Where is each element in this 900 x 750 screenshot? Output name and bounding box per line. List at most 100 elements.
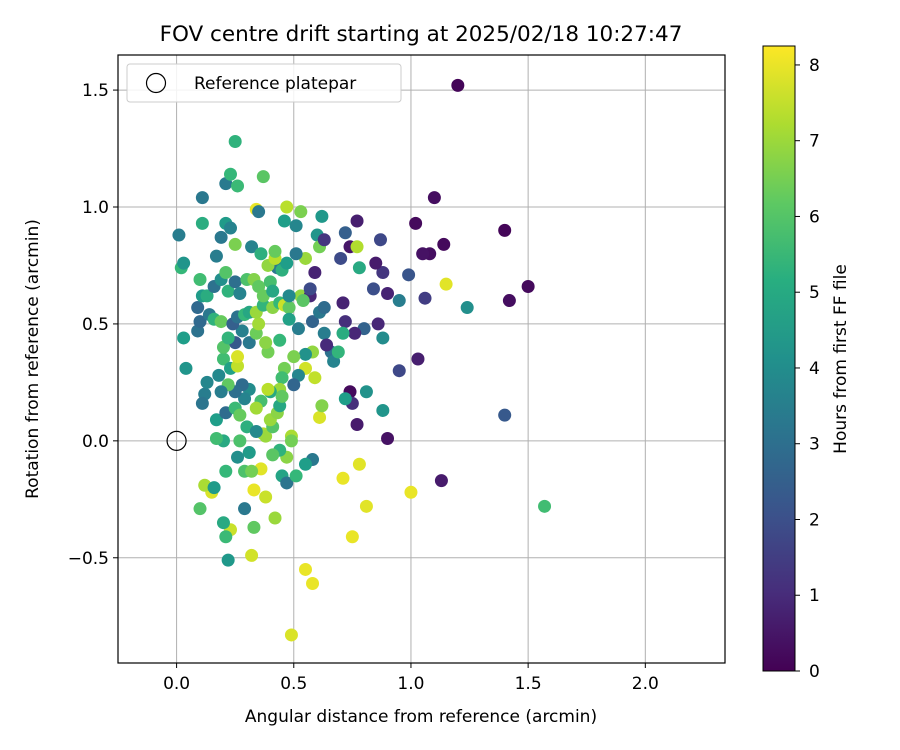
data-point: [233, 408, 247, 422]
data-point: [259, 336, 273, 350]
data-point: [214, 230, 228, 244]
data-point: [177, 256, 191, 270]
data-point: [219, 464, 233, 478]
data-point: [221, 553, 235, 567]
data-point: [280, 476, 294, 490]
data-point: [409, 216, 423, 230]
data-point: [313, 410, 327, 424]
data-point: [376, 265, 390, 279]
data-point: [306, 576, 320, 590]
colorbar-tick-label: 1: [809, 586, 820, 606]
data-point: [434, 474, 448, 488]
data-point: [381, 287, 395, 301]
data-point: [228, 275, 242, 289]
data-point: [334, 251, 348, 265]
data-point: [373, 233, 387, 247]
data-point: [350, 240, 364, 254]
data-points: [166, 78, 552, 642]
data-point: [308, 371, 322, 385]
data-point: [233, 434, 247, 448]
data-point: [256, 170, 270, 184]
data-point: [261, 382, 275, 396]
x-tick-label: 1.5: [515, 674, 542, 694]
data-point: [238, 502, 252, 516]
data-point: [369, 256, 383, 270]
data-point: [219, 265, 233, 279]
data-point: [296, 294, 310, 308]
data-point: [359, 385, 373, 399]
data-point: [498, 408, 512, 422]
y-tick-label: −0.5: [68, 549, 109, 569]
data-point: [303, 282, 317, 296]
data-point: [289, 219, 303, 233]
data-point: [538, 499, 552, 513]
data-point: [177, 331, 191, 345]
data-point: [439, 277, 453, 291]
data-point: [193, 272, 207, 286]
data-point: [252, 205, 266, 219]
data-point: [191, 301, 205, 315]
data-point: [223, 221, 237, 235]
data-point: [282, 301, 296, 315]
data-point: [338, 315, 352, 329]
data-point: [195, 396, 209, 410]
data-point: [289, 247, 303, 261]
data-point: [336, 471, 350, 485]
data-point: [245, 548, 259, 562]
data-point: [308, 265, 322, 279]
data-point: [231, 359, 245, 373]
data-point: [294, 205, 308, 219]
data-point: [228, 135, 242, 149]
colorbar-frame: [762, 45, 796, 672]
data-point: [418, 291, 432, 305]
data-point: [411, 352, 425, 366]
y-tick-label: 0.0: [82, 432, 109, 452]
data-point: [336, 326, 350, 340]
data-point: [238, 392, 252, 406]
data-point: [275, 389, 289, 403]
data-point: [298, 347, 312, 361]
data-point: [427, 191, 441, 205]
data-point: [266, 284, 280, 298]
data-point: [284, 628, 298, 642]
data-point: [195, 191, 209, 205]
data-point: [277, 214, 291, 228]
data-point: [287, 378, 301, 392]
data-point: [247, 520, 261, 534]
data-point: [315, 399, 329, 413]
x-tick-label: 0.5: [280, 674, 307, 694]
y-tick-label: 0.5: [82, 315, 109, 335]
data-point: [249, 401, 263, 415]
data-point: [221, 284, 235, 298]
data-point: [247, 483, 261, 497]
data-point: [392, 364, 406, 378]
data-point: [214, 315, 228, 329]
colorbar-tick-label: 6: [809, 207, 820, 227]
data-point: [437, 237, 451, 251]
data-point: [282, 312, 296, 326]
data-point: [317, 326, 331, 340]
data-point: [193, 315, 207, 329]
colorbar-tick-label: 5: [809, 283, 820, 303]
y-axis-label: Rotation from reference (arcmin): [23, 219, 43, 499]
data-point: [219, 530, 233, 544]
legend-marker: [145, 72, 167, 94]
data-point: [233, 287, 247, 301]
x-tick-label: 1.0: [397, 674, 424, 694]
data-point: [280, 200, 294, 214]
legend-box: [126, 63, 402, 103]
data-point: [287, 350, 301, 364]
data-point: [402, 268, 416, 282]
colorbar-tick-label: 2: [809, 510, 820, 530]
data-point: [259, 490, 273, 504]
data-point: [315, 209, 329, 223]
colorbar-ticks: 0 1 2 3 4 5 6 7 8: [795, 56, 820, 682]
data-point: [209, 432, 223, 446]
data-point: [249, 424, 263, 438]
data-point: [291, 322, 305, 336]
reference-platepar-marker: [166, 430, 187, 451]
data-point: [242, 336, 256, 350]
data-point: [268, 244, 282, 258]
